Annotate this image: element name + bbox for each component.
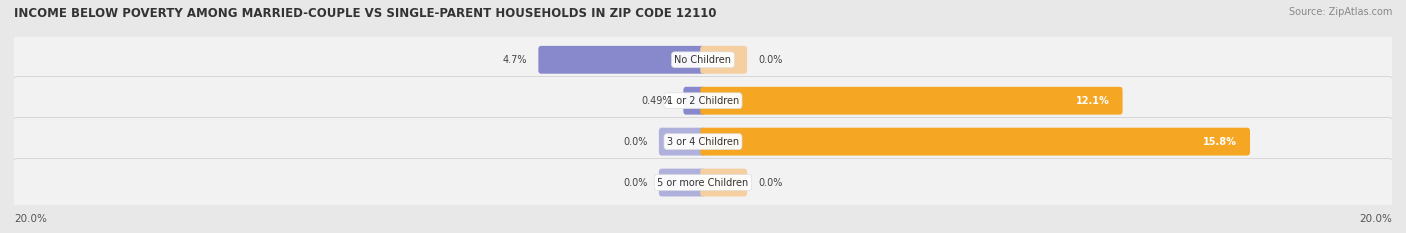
- Text: 15.8%: 15.8%: [1204, 137, 1237, 147]
- Text: 5 or more Children: 5 or more Children: [658, 178, 748, 188]
- FancyBboxPatch shape: [659, 169, 706, 196]
- Text: 12.1%: 12.1%: [1076, 96, 1109, 106]
- Text: Source: ZipAtlas.com: Source: ZipAtlas.com: [1288, 7, 1392, 17]
- Text: 0.0%: 0.0%: [758, 178, 783, 188]
- FancyBboxPatch shape: [700, 46, 747, 74]
- FancyBboxPatch shape: [13, 36, 1393, 84]
- FancyBboxPatch shape: [683, 87, 706, 115]
- FancyBboxPatch shape: [13, 158, 1393, 207]
- FancyBboxPatch shape: [13, 77, 1393, 125]
- Text: No Children: No Children: [675, 55, 731, 65]
- Text: 4.7%: 4.7%: [503, 55, 527, 65]
- Text: 0.0%: 0.0%: [623, 178, 648, 188]
- Text: 20.0%: 20.0%: [1360, 214, 1392, 224]
- Text: 1 or 2 Children: 1 or 2 Children: [666, 96, 740, 106]
- FancyBboxPatch shape: [700, 169, 747, 196]
- Text: 3 or 4 Children: 3 or 4 Children: [666, 137, 740, 147]
- FancyBboxPatch shape: [700, 128, 1250, 156]
- FancyBboxPatch shape: [538, 46, 706, 74]
- Text: INCOME BELOW POVERTY AMONG MARRIED-COUPLE VS SINGLE-PARENT HOUSEHOLDS IN ZIP COD: INCOME BELOW POVERTY AMONG MARRIED-COUPL…: [14, 7, 717, 20]
- Text: 0.49%: 0.49%: [643, 96, 672, 106]
- Text: 0.0%: 0.0%: [758, 55, 783, 65]
- FancyBboxPatch shape: [659, 128, 706, 156]
- FancyBboxPatch shape: [13, 117, 1393, 166]
- Text: 20.0%: 20.0%: [14, 214, 46, 224]
- Text: 0.0%: 0.0%: [623, 137, 648, 147]
- FancyBboxPatch shape: [700, 87, 1122, 115]
